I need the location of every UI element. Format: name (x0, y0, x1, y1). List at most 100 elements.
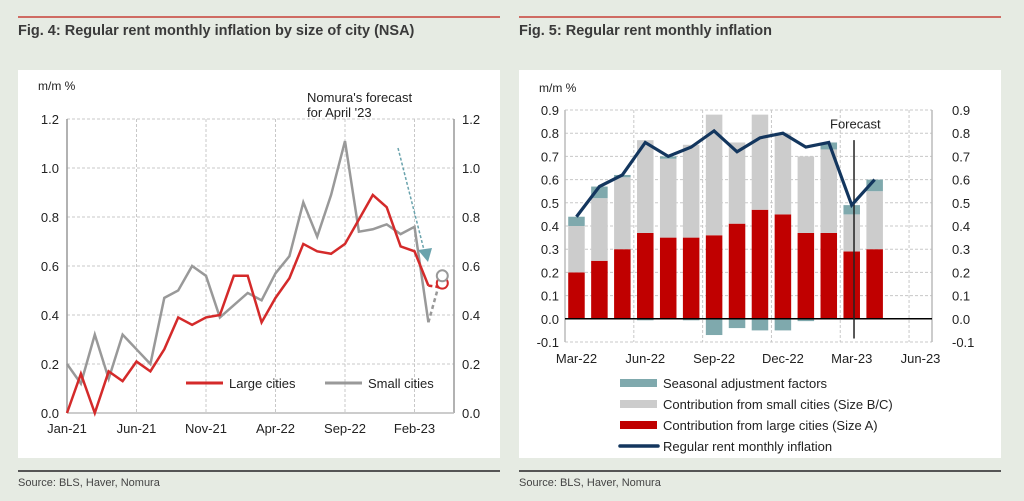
bar-seasonal-factor (866, 179, 883, 192)
bar-small-cities (728, 142, 746, 224)
bar-large-cities (705, 235, 723, 319)
y-tick-label-left: 0.3 (541, 242, 559, 257)
y-tick-label-left: 0.5 (541, 196, 559, 211)
bar-small-cities (866, 191, 883, 250)
y-tick-label-left: 0.4 (541, 219, 559, 234)
y-tick-label-right: 0.0 (952, 312, 970, 327)
y-tick-label-right: 1.2 (462, 112, 480, 127)
bar-small-cities (659, 158, 677, 238)
x-tick-label: Jun-23 (901, 351, 941, 366)
y-tick-label-right: 0.7 (952, 149, 970, 164)
bar-seasonal-factor (591, 186, 608, 199)
figure-4-bottom-rule (18, 470, 500, 472)
y-axis-label: m/m % (38, 79, 76, 93)
y-tick-label-right: 0.2 (952, 265, 970, 280)
x-tick-label: Mar-22 (556, 351, 597, 366)
bar-seasonal-factor (728, 318, 746, 329)
y-tick-label-left: 0.4 (41, 308, 59, 323)
bar-seasonal-factor (751, 318, 769, 331)
bar-seasonal-factor (774, 318, 792, 331)
legend-large-cities-label: Contribution from large cities (Size A) (663, 418, 878, 433)
y-axis-label: m/m % (539, 81, 577, 95)
bar-small-cities (797, 156, 815, 233)
legend-small-cities-label: Contribution from small cities (Size B/C… (663, 397, 893, 412)
bar-large-cities (774, 214, 792, 319)
regular-rent-inflation-line (575, 128, 876, 218)
bar-large-cities (843, 251, 860, 319)
legend-regular-rent-label: Regular rent monthly inflation (663, 439, 832, 454)
legend-small-cities-label: Small cities (368, 376, 434, 391)
x-tick-label: Jun-21 (117, 421, 157, 436)
legend-large-cities-label: Large cities (229, 376, 296, 391)
forecast-arrow-head (418, 248, 432, 262)
x-tick-label: Apr-22 (256, 421, 295, 436)
bar-small-cities (751, 114, 769, 210)
figure-5-bottom-rule (519, 470, 1001, 472)
large-cities-line (65, 192, 430, 417)
legend-large-cities-swatch (620, 421, 657, 429)
small-cities-line (65, 140, 430, 387)
forecast-annotation-line2: for April '23 (307, 105, 372, 120)
bar-large-cities (637, 232, 654, 319)
y-tick-label-right: 0.8 (952, 126, 970, 141)
y-tick-label-left: 0.2 (541, 265, 559, 280)
figure-5-top-rule (519, 16, 1001, 18)
y-tick-label-left: 0.2 (41, 357, 59, 372)
bar-small-cities (705, 114, 723, 236)
bar-seasonal-factor (797, 318, 815, 322)
y-tick-label-right: 0.4 (462, 308, 480, 323)
y-tick-label-left: -0.1 (537, 335, 559, 350)
y-tick-label-left: 0.0 (41, 406, 59, 421)
bar-seasonal-factor (843, 205, 860, 215)
bar-large-cities (820, 232, 838, 319)
y-tick-label-left: 0.8 (41, 210, 59, 225)
y-tick-label-left: 0.7 (541, 149, 559, 164)
y-tick-label-right: 0.2 (462, 357, 480, 372)
figure-5-title: Fig. 5: Regular rent monthly inflation (519, 23, 772, 39)
figure-4-chart: m/m % 0.0 0.0 0.2 0.2 0.4 0.4 0.6 0.6 0.8 0.8 1.0 1.… (38, 79, 480, 436)
figure-4-top-rule (18, 16, 500, 18)
x-tick-label: Mar-23 (831, 351, 872, 366)
y-tick-label-right: 0.6 (462, 259, 480, 274)
figure-5-chart: Forecast m/m % -0.1 -0.1 0.0 0.0 0.1 0.1 0.2 0.2 0… (537, 81, 975, 454)
figure-4-title: Fig. 4: Regular rent monthly inflation b… (18, 23, 415, 39)
x-tick-label: Sep-22 (693, 351, 735, 366)
legend-seasonal-swatch (620, 379, 657, 387)
bar-small-cities (637, 140, 654, 233)
figure-4-source: Source: BLS, Haver, Nomura (18, 477, 160, 489)
figure-5-source: Source: BLS, Haver, Nomura (519, 477, 661, 489)
y-tick-label-left: 0.1 (541, 289, 559, 304)
y-tick-label-right: -0.1 (952, 335, 974, 350)
y-tick-label-right: 0.8 (462, 210, 480, 225)
bar-small-cities (820, 149, 838, 233)
small-cities-forecast-point (435, 269, 449, 283)
bar-large-cities (866, 249, 883, 319)
y-tick-label-right: 0.4 (952, 219, 970, 234)
y-tick-label-left: 1.0 (41, 161, 59, 176)
figure-5-chart-area: Forecast m/m % -0.1 -0.1 0.0 0.0 0.1 0.1 0.2 0.2 0… (519, 70, 1001, 458)
y-tick-label-right: 0.3 (952, 242, 970, 257)
bar-small-cities (614, 177, 631, 250)
forecast-label: Forecast (830, 117, 881, 132)
bar-small-cities (568, 226, 585, 273)
x-tick-label: Jan-21 (47, 421, 87, 436)
legend-seasonal-label: Seasonal adjustment factors (663, 376, 828, 391)
bar-small-cities (843, 214, 860, 252)
legend-small-cities-swatch (620, 400, 657, 408)
y-tick-label-left: 0.6 (541, 173, 559, 188)
bar-small-cities (682, 144, 700, 238)
bar-seasonal-factor (705, 318, 723, 336)
y-tick-label-left: 0.6 (41, 259, 59, 274)
x-tick-label: Jun-22 (625, 351, 665, 366)
x-tick-label: Sep-22 (324, 421, 366, 436)
x-tick-label: Feb-23 (394, 421, 435, 436)
y-tick-label-right: 0.1 (952, 289, 970, 304)
y-tick-label-left: 1.2 (41, 112, 59, 127)
bar-large-cities (614, 249, 631, 319)
bar-small-cities (774, 133, 792, 215)
x-tick-label: Dec-22 (762, 351, 804, 366)
y-tick-label-right: 0.9 (952, 103, 970, 118)
y-tick-label-right: 1.0 (462, 161, 480, 176)
bar-seasonal-factor (568, 216, 585, 226)
figure-5-panel: Fig. 5: Regular rent monthly inflation F… (512, 0, 1024, 501)
